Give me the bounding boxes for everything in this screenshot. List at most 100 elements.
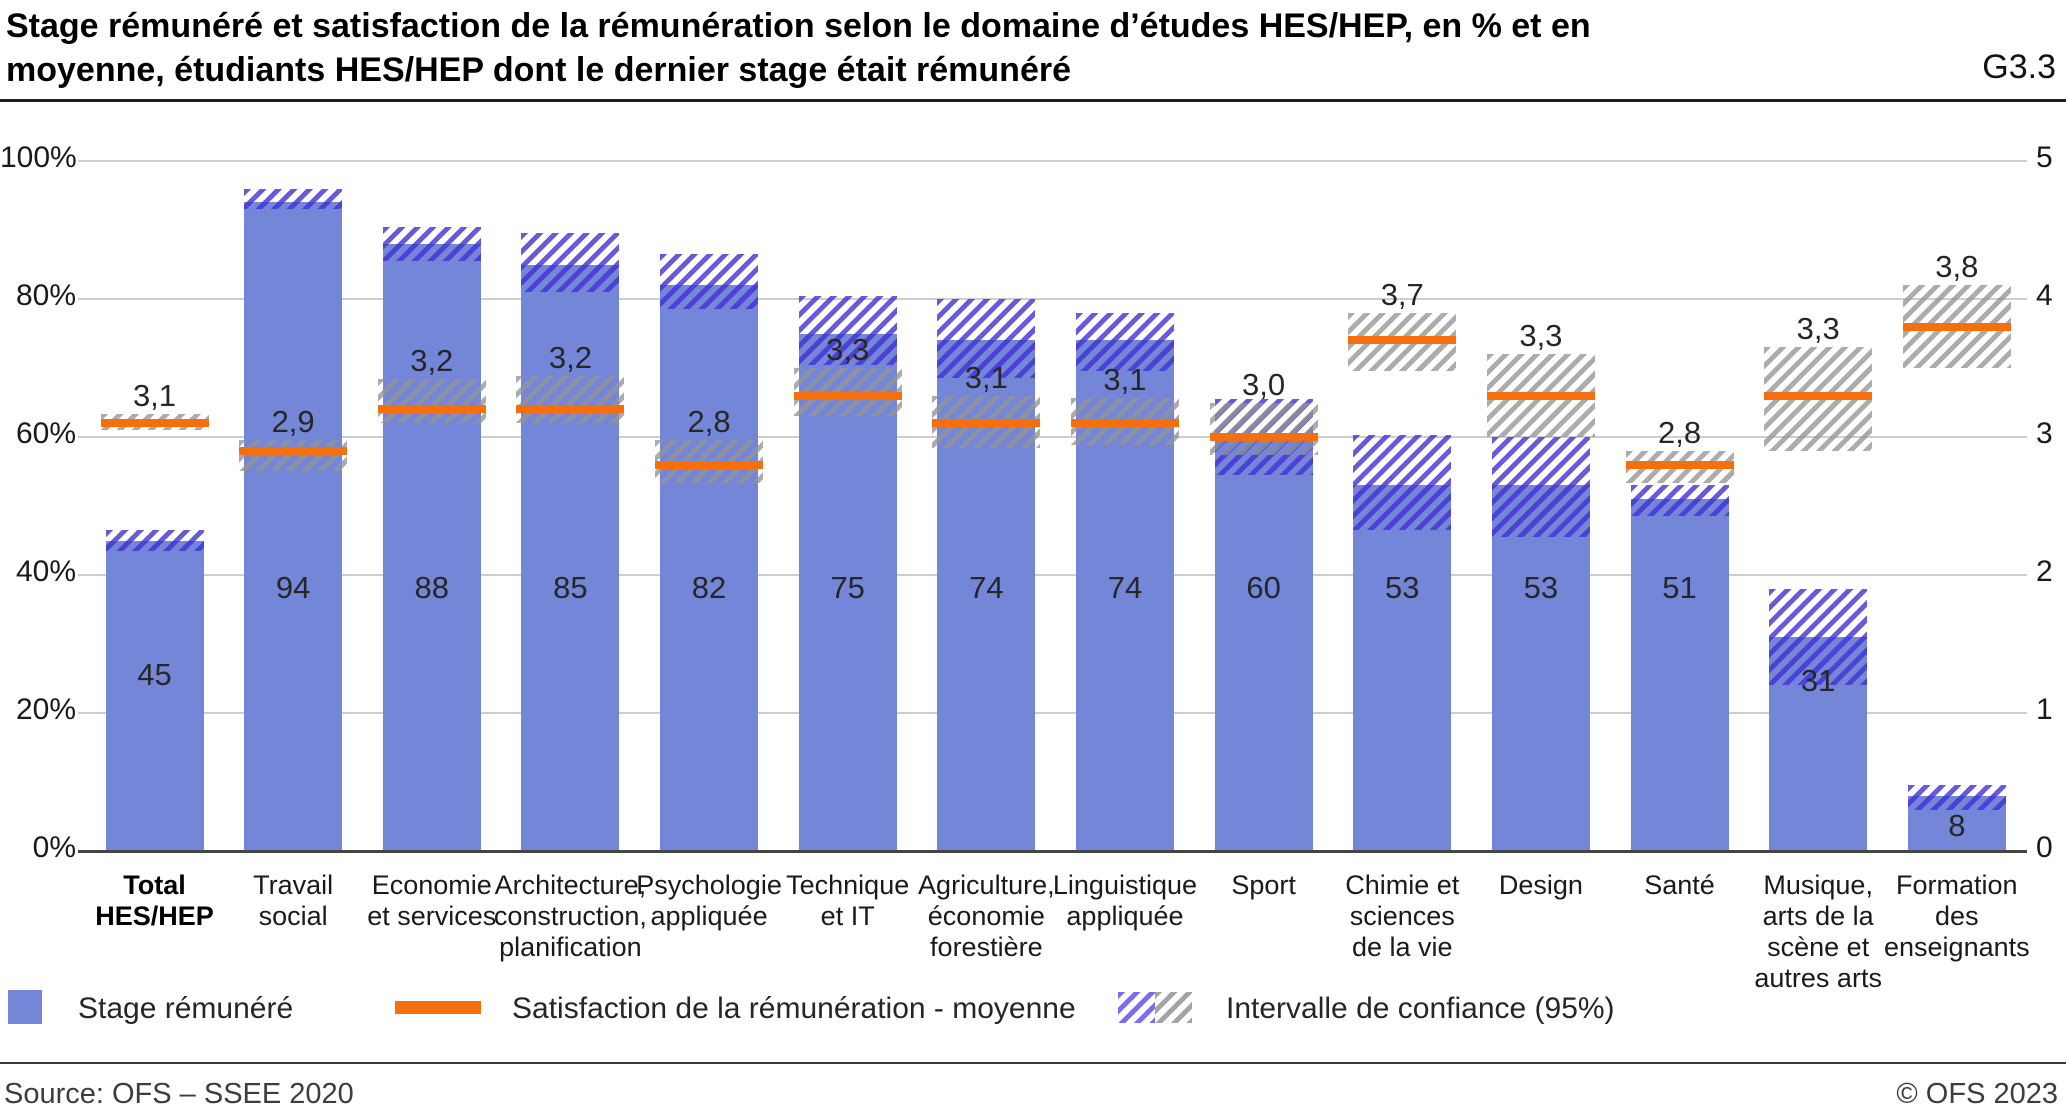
- legend-satisfaction-swatch: [395, 1001, 481, 1014]
- bar: [382, 243, 481, 851]
- satisfaction-value-label: 3,2: [410, 343, 454, 379]
- category-label: Chimie et sciences de la vie: [1345, 870, 1460, 962]
- bar-value-label: 74: [969, 570, 1004, 605]
- satisfaction-line: [1070, 419, 1179, 428]
- copyright-text: © OFS 2023: [1896, 1078, 2058, 1110]
- bar-value-label: 82: [691, 570, 727, 605]
- bar-value-label: 94: [275, 570, 311, 605]
- satisfaction-line: [100, 419, 209, 428]
- category-label: Total HES/HEP: [95, 870, 214, 931]
- satisfaction-value-label: 2,9: [271, 403, 315, 439]
- satisfaction-value-label: 3,3: [1796, 311, 1840, 347]
- bar-value-label: 74: [1107, 570, 1143, 605]
- satisfaction-line: [516, 405, 625, 414]
- satisfaction-value-label: 3,2: [548, 340, 592, 376]
- satisfaction-line: [1348, 336, 1457, 345]
- satisfaction-value-label: 3,1: [964, 359, 1008, 395]
- y-axis-left-tick: 40%: [15, 555, 76, 588]
- bar-ci-band: [1907, 785, 2006, 810]
- gridline: [78, 712, 2027, 714]
- satisfaction-value-label: 3,1: [132, 377, 177, 413]
- category-label: Travail social: [253, 870, 334, 931]
- bar: [1491, 485, 1590, 851]
- satisfaction-line: [1625, 460, 1734, 469]
- satisfaction-value-label: 3,3: [1519, 318, 1563, 354]
- satisfaction-value-label: 3,7: [1380, 276, 1424, 312]
- bar-ci-band: [1353, 434, 1452, 531]
- bar-ci-band: [937, 299, 1036, 379]
- category-label: Santé: [1644, 870, 1715, 900]
- bar: [1630, 499, 1729, 851]
- footer-divider: [0, 1062, 2066, 1064]
- y-axis-right-tick: 3: [2036, 417, 2053, 450]
- category-label: Technique et IT: [786, 870, 910, 931]
- bar-ci-band: [244, 188, 343, 210]
- satisfaction-value-label: 3,1: [1103, 362, 1147, 398]
- y-axis-left-tick: 100%: [0, 141, 77, 174]
- satisfaction-ci-band: [377, 379, 486, 424]
- category-label: Economie et services: [367, 870, 497, 931]
- bar-ci-band: [382, 226, 481, 262]
- y-axis-left-tick: 80%: [15, 279, 76, 312]
- legend-confidence-gray-hatch: [1155, 992, 1192, 1023]
- y-axis-right-tick: 2: [2036, 555, 2053, 588]
- bar: [1214, 437, 1313, 851]
- legend-confidence-label: Intervalle de confiance (95%): [1226, 992, 1615, 1025]
- satisfaction-line: [793, 391, 902, 400]
- bar: [105, 540, 204, 851]
- gridline: [78, 160, 2027, 162]
- bar-ci-band: [798, 295, 897, 365]
- satisfaction-line: [1486, 391, 1595, 400]
- bar-value-label: 60: [1246, 570, 1281, 605]
- satisfaction-value-label: 2,8: [1657, 414, 1702, 450]
- y-axis-right-tick: 4: [2036, 279, 2053, 312]
- bar-value-label: 53: [1523, 570, 1559, 605]
- y-axis-left-tick: 60%: [15, 417, 76, 450]
- bar-value-label: 85: [553, 570, 588, 605]
- bar-ci-band: [1491, 437, 1590, 538]
- chart-code: G3.3: [1982, 48, 2056, 86]
- bar: [660, 285, 759, 851]
- bar-value-label: 51: [1662, 570, 1697, 605]
- satisfaction-line: [1902, 322, 2011, 331]
- gridline: [78, 298, 2027, 300]
- satisfaction-ci-band: [516, 376, 625, 424]
- bar-value-label: 75: [830, 570, 865, 605]
- bar: [798, 333, 897, 851]
- chart-title: Stage rémunéré et satisfaction de la rém…: [6, 7, 1591, 89]
- category-label: Design: [1498, 870, 1583, 900]
- gridline: [78, 436, 2027, 438]
- bar-value-label: 53: [1385, 570, 1420, 605]
- bar-ci-band: [105, 530, 204, 551]
- bar-ci-band: [660, 254, 759, 310]
- bar: [521, 264, 620, 851]
- legend-confidence-swatch: [1118, 992, 1192, 1023]
- satisfaction-value-label: 2,8: [687, 403, 731, 439]
- category-label: Psychologie appliquée: [636, 870, 782, 931]
- satisfaction-line: [239, 446, 348, 455]
- bar-ci-band: [1075, 312, 1174, 372]
- category-label: Architecture, construction, planificatio…: [493, 870, 647, 962]
- y-axis-right-tick: 1: [2036, 693, 2053, 726]
- bar-value-label: 45: [137, 657, 172, 693]
- category-label: Agriculture, économie forestière: [918, 870, 1055, 962]
- y-axis-right-tick: 0: [2036, 831, 2053, 864]
- bar-value-label: 8: [1948, 808, 1966, 843]
- category-label: Linguistique appliquée: [1052, 870, 1198, 931]
- bar: [244, 202, 343, 851]
- category-label: Sport: [1231, 870, 1296, 900]
- source-text: Source: OFS – SSEE 2020: [4, 1078, 354, 1110]
- legend-satisfaction-label: Satisfaction de la rémunération - moyenn…: [512, 992, 1076, 1025]
- y-axis-left-tick: 0%: [32, 831, 76, 864]
- bar-ci-band: [1769, 588, 1868, 686]
- satisfaction-ci-band: [239, 439, 348, 472]
- bar-ci-band: [1630, 485, 1729, 517]
- bar-value-label: 31: [1800, 663, 1836, 699]
- gridline: [78, 574, 2027, 576]
- satisfaction-value-label: 3,3: [826, 332, 870, 367]
- category-label: Musique, arts de la scène et autres arts: [1754, 870, 1882, 993]
- satisfaction-line: [655, 460, 764, 469]
- title-divider: [0, 99, 2066, 102]
- bar: [1353, 485, 1452, 851]
